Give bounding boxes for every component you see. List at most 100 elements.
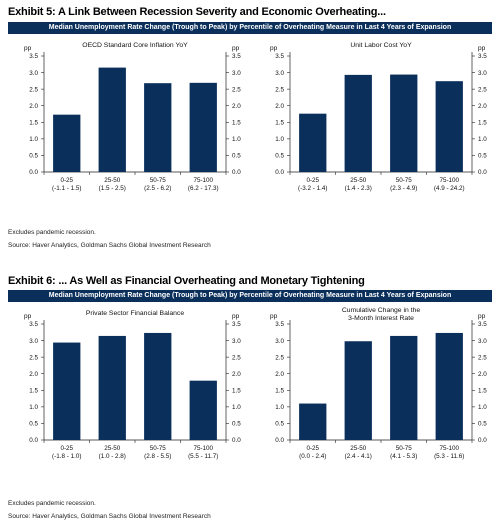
y-tick-label-right: 1.0 xyxy=(478,404,487,411)
y-tick-label-left: 1.5 xyxy=(29,387,38,394)
y-tick-label-left: 2.0 xyxy=(29,371,38,378)
y-tick-label-left: 3.5 xyxy=(29,53,38,60)
unit-label-left: pp xyxy=(270,45,278,52)
bar-0-25 xyxy=(53,114,81,172)
y-tick-label-right: 3.0 xyxy=(478,338,487,345)
chart-title: OECD Standard Core Inflation YoY xyxy=(82,42,188,49)
exhibit-5-note: Excludes pandemic recession. xyxy=(8,229,96,236)
unit-label-right: pp xyxy=(478,313,486,320)
y-tick-label-left: 0.5 xyxy=(275,153,284,160)
bar-50-75 xyxy=(144,83,172,172)
bar-0-25 xyxy=(299,403,327,440)
x-tick-label: 50-75 xyxy=(150,445,167,452)
y-tick-label-right: 2.0 xyxy=(232,371,241,378)
y-tick-label-right: 2.0 xyxy=(232,103,241,110)
y-tick-label-right: 0.0 xyxy=(232,437,241,444)
unit-label-left: pp xyxy=(24,313,32,320)
unit-label-right: pp xyxy=(478,45,486,52)
x-tick-range-label: (1.0 - 2.8) xyxy=(99,453,126,460)
y-tick-label-left: 3.0 xyxy=(275,338,284,345)
unit-label-left: pp xyxy=(270,313,278,320)
chart-title: 3-Month Interest Rate xyxy=(348,315,414,322)
x-tick-range-label: (6.2 - 17.3) xyxy=(188,185,219,192)
y-tick-label-left: 1.5 xyxy=(275,387,284,394)
y-tick-label-left: 2.0 xyxy=(275,371,284,378)
y-tick-label-right: 2.5 xyxy=(232,354,241,361)
x-tick-label: 25-50 xyxy=(350,445,367,452)
bar-75-100 xyxy=(189,380,217,440)
y-tick-label-left: 2.5 xyxy=(29,354,38,361)
chart-title: Cumulative Change in the xyxy=(342,307,420,314)
x-tick-label: 0-25 xyxy=(306,445,319,452)
unit-label-left: pp xyxy=(24,45,32,52)
y-tick-label-right: 1.5 xyxy=(478,119,487,126)
y-tick-label-left: 1.0 xyxy=(275,404,284,411)
y-tick-label-left: 1.5 xyxy=(29,119,38,126)
bar-25-50 xyxy=(98,335,126,440)
bar-50-75 xyxy=(144,332,172,440)
x-tick-label: 0-25 xyxy=(60,177,73,184)
bar-25-50 xyxy=(98,67,126,172)
y-tick-label-right: 2.5 xyxy=(232,86,241,93)
x-tick-label: 50-75 xyxy=(150,177,167,184)
x-tick-label: 0-25 xyxy=(306,177,319,184)
y-tick-label-right: 1.5 xyxy=(232,119,241,126)
chart-core-inflation: OECD Standard Core Inflation YoY pp pp 0.0 0… xyxy=(24,42,241,192)
x-tick-range-label: (1.5 - 2.5) xyxy=(99,185,126,192)
x-tick-range-label: (2.5 - 6.2) xyxy=(144,185,171,192)
x-tick-label: 50-75 xyxy=(396,177,413,184)
bar-50-75 xyxy=(390,335,418,440)
y-tick-label-left: 3.0 xyxy=(29,338,38,345)
x-tick-label: 0-25 xyxy=(60,445,73,452)
y-tick-label-left: 0.5 xyxy=(29,153,38,160)
y-tick-label-left: 0.0 xyxy=(275,437,284,444)
exhibit-6-title: Exhibit 6: ... As Well as Financial Over… xyxy=(8,275,365,287)
bar-75-100 xyxy=(435,332,463,440)
bar-25-50 xyxy=(344,341,372,440)
y-tick-label-left: 3.0 xyxy=(29,70,38,77)
y-tick-label-left: 0.5 xyxy=(29,421,38,428)
x-tick-label: 75-100 xyxy=(439,177,459,184)
y-tick-label-left: 1.0 xyxy=(29,136,38,143)
y-tick-label-right: 2.0 xyxy=(478,371,487,378)
y-tick-label-right: 0.5 xyxy=(478,421,487,428)
y-tick-label-left: 0.0 xyxy=(29,437,38,444)
x-tick-range-label: (2.4 - 4.1) xyxy=(345,453,372,460)
x-tick-range-label: (5.3 - 11.6) xyxy=(434,453,464,460)
y-tick-label-left: 0.0 xyxy=(29,169,38,176)
x-tick-label: 25-50 xyxy=(104,177,121,184)
y-tick-label-right: 2.0 xyxy=(478,103,487,110)
y-tick-label-left: 3.0 xyxy=(275,70,284,77)
y-tick-label-right: 3.5 xyxy=(232,53,241,60)
y-tick-label-right: 1.0 xyxy=(232,404,241,411)
x-tick-label: 75-100 xyxy=(193,177,213,184)
x-tick-label: 50-75 xyxy=(396,445,413,452)
y-tick-label-left: 0.5 xyxy=(275,421,284,428)
y-tick-label-left: 2.5 xyxy=(29,86,38,93)
y-tick-label-right: 3.0 xyxy=(232,70,241,77)
y-tick-label-right: 1.0 xyxy=(232,136,241,143)
y-tick-label-left: 1.0 xyxy=(275,136,284,143)
y-tick-label-right: 3.5 xyxy=(478,321,487,328)
chart-title: Private Sector Financial Balance xyxy=(86,310,184,317)
y-tick-label-right: 0.0 xyxy=(478,169,487,176)
y-tick-label-right: 0.0 xyxy=(478,437,487,444)
exhibit-6-note: Excludes pandemic recession. xyxy=(8,500,96,507)
x-tick-label: 25-50 xyxy=(104,445,121,452)
exhibit-6-source: Source: Haver Analytics, Goldman Sachs G… xyxy=(8,513,211,520)
y-tick-label-right: 0.5 xyxy=(478,153,487,160)
bar-50-75 xyxy=(390,74,418,172)
y-tick-label-left: 2.0 xyxy=(29,103,38,110)
x-tick-range-label: (4.9 - 24.2) xyxy=(434,185,465,192)
x-tick-range-label: (2.8 - 5.5) xyxy=(144,453,171,460)
x-tick-range-label: (0.0 - 2.4) xyxy=(299,453,326,460)
y-tick-label-left: 1.0 xyxy=(29,404,38,411)
bar-75-100 xyxy=(435,81,463,172)
y-tick-label-right: 0.5 xyxy=(232,153,241,160)
x-tick-range-label: (1.4 - 2.3) xyxy=(345,185,372,192)
exhibit-6-banner: Median Unemployment Rate Change (Trough … xyxy=(8,290,492,302)
y-tick-label-right: 1.5 xyxy=(478,387,487,394)
bar-75-100 xyxy=(189,82,217,172)
chart-title: Unit Labor Cost YoY xyxy=(350,42,412,49)
